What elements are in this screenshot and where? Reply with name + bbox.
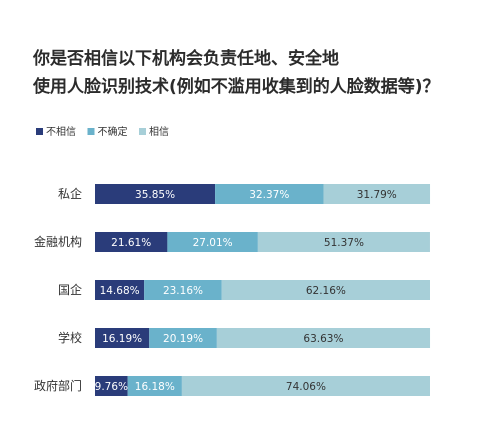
data-label-3-0: 16.19%: [102, 333, 142, 345]
category-label-4: 政府部门: [34, 378, 82, 393]
legend-label-1: 不确定: [98, 125, 128, 138]
legend-label-2: 相信: [149, 125, 169, 138]
bar-segment-2-0: [95, 280, 145, 300]
data-label-2-1: 23.16%: [163, 285, 203, 297]
data-label-1-1: 27.01%: [193, 237, 233, 249]
data-label-4-0: 9.76%: [95, 381, 128, 393]
bar-segment-0-2: [323, 184, 431, 204]
bar-segment-1-2: [257, 232, 430, 252]
bar-segment-1-1: [167, 232, 258, 252]
bar-segment-2-1: [144, 280, 222, 300]
data-label-2-0: 14.68%: [100, 285, 140, 297]
data-label-0-0: 35.85%: [135, 189, 175, 201]
bar-segment-0-1: [215, 184, 324, 204]
category-label-0: 私企: [58, 186, 82, 201]
bar-segment-0-0: [95, 184, 216, 204]
data-label-0-2: 31.79%: [357, 189, 397, 201]
chart-title-line-1: 你是否相信以下机构会负责任地、安全地: [33, 49, 339, 69]
bar-segment-4-2: [181, 376, 430, 396]
data-label-1-0: 21.61%: [111, 237, 151, 249]
legend-swatch-1: [87, 128, 95, 135]
chart-title-line-2: 使用人脸识别技术(例如不滥用收集到的人脸数据等)？: [33, 77, 440, 97]
data-label-0-1: 32.37%: [249, 189, 289, 201]
data-label-2-2: 62.16%: [306, 285, 346, 297]
category-label-3: 学校: [58, 330, 82, 345]
category-label-2: 国企: [58, 282, 82, 297]
bar-segment-4-0: [95, 376, 128, 396]
bar-segment-2-2: [221, 280, 430, 300]
data-label-4-2: 74.06%: [286, 381, 326, 393]
data-label-1-2: 51.37%: [324, 237, 364, 249]
data-label-3-2: 63.63%: [303, 333, 343, 345]
data-label-3-1: 20.19%: [163, 333, 203, 345]
bar-segment-3-1: [149, 328, 217, 348]
data-label-4-1: 16.18%: [135, 381, 175, 393]
bar-segment-4-1: [127, 376, 182, 396]
legend-label-0: 不相信: [46, 125, 76, 138]
legend-swatch-2: [139, 128, 146, 135]
legend-swatch-0: [36, 128, 43, 135]
bar-segment-3-2: [216, 328, 431, 348]
bar-segment-1-0: [95, 232, 168, 252]
bar-segment-3-0: [95, 328, 150, 348]
category-label-1: 金融机构: [34, 234, 82, 249]
